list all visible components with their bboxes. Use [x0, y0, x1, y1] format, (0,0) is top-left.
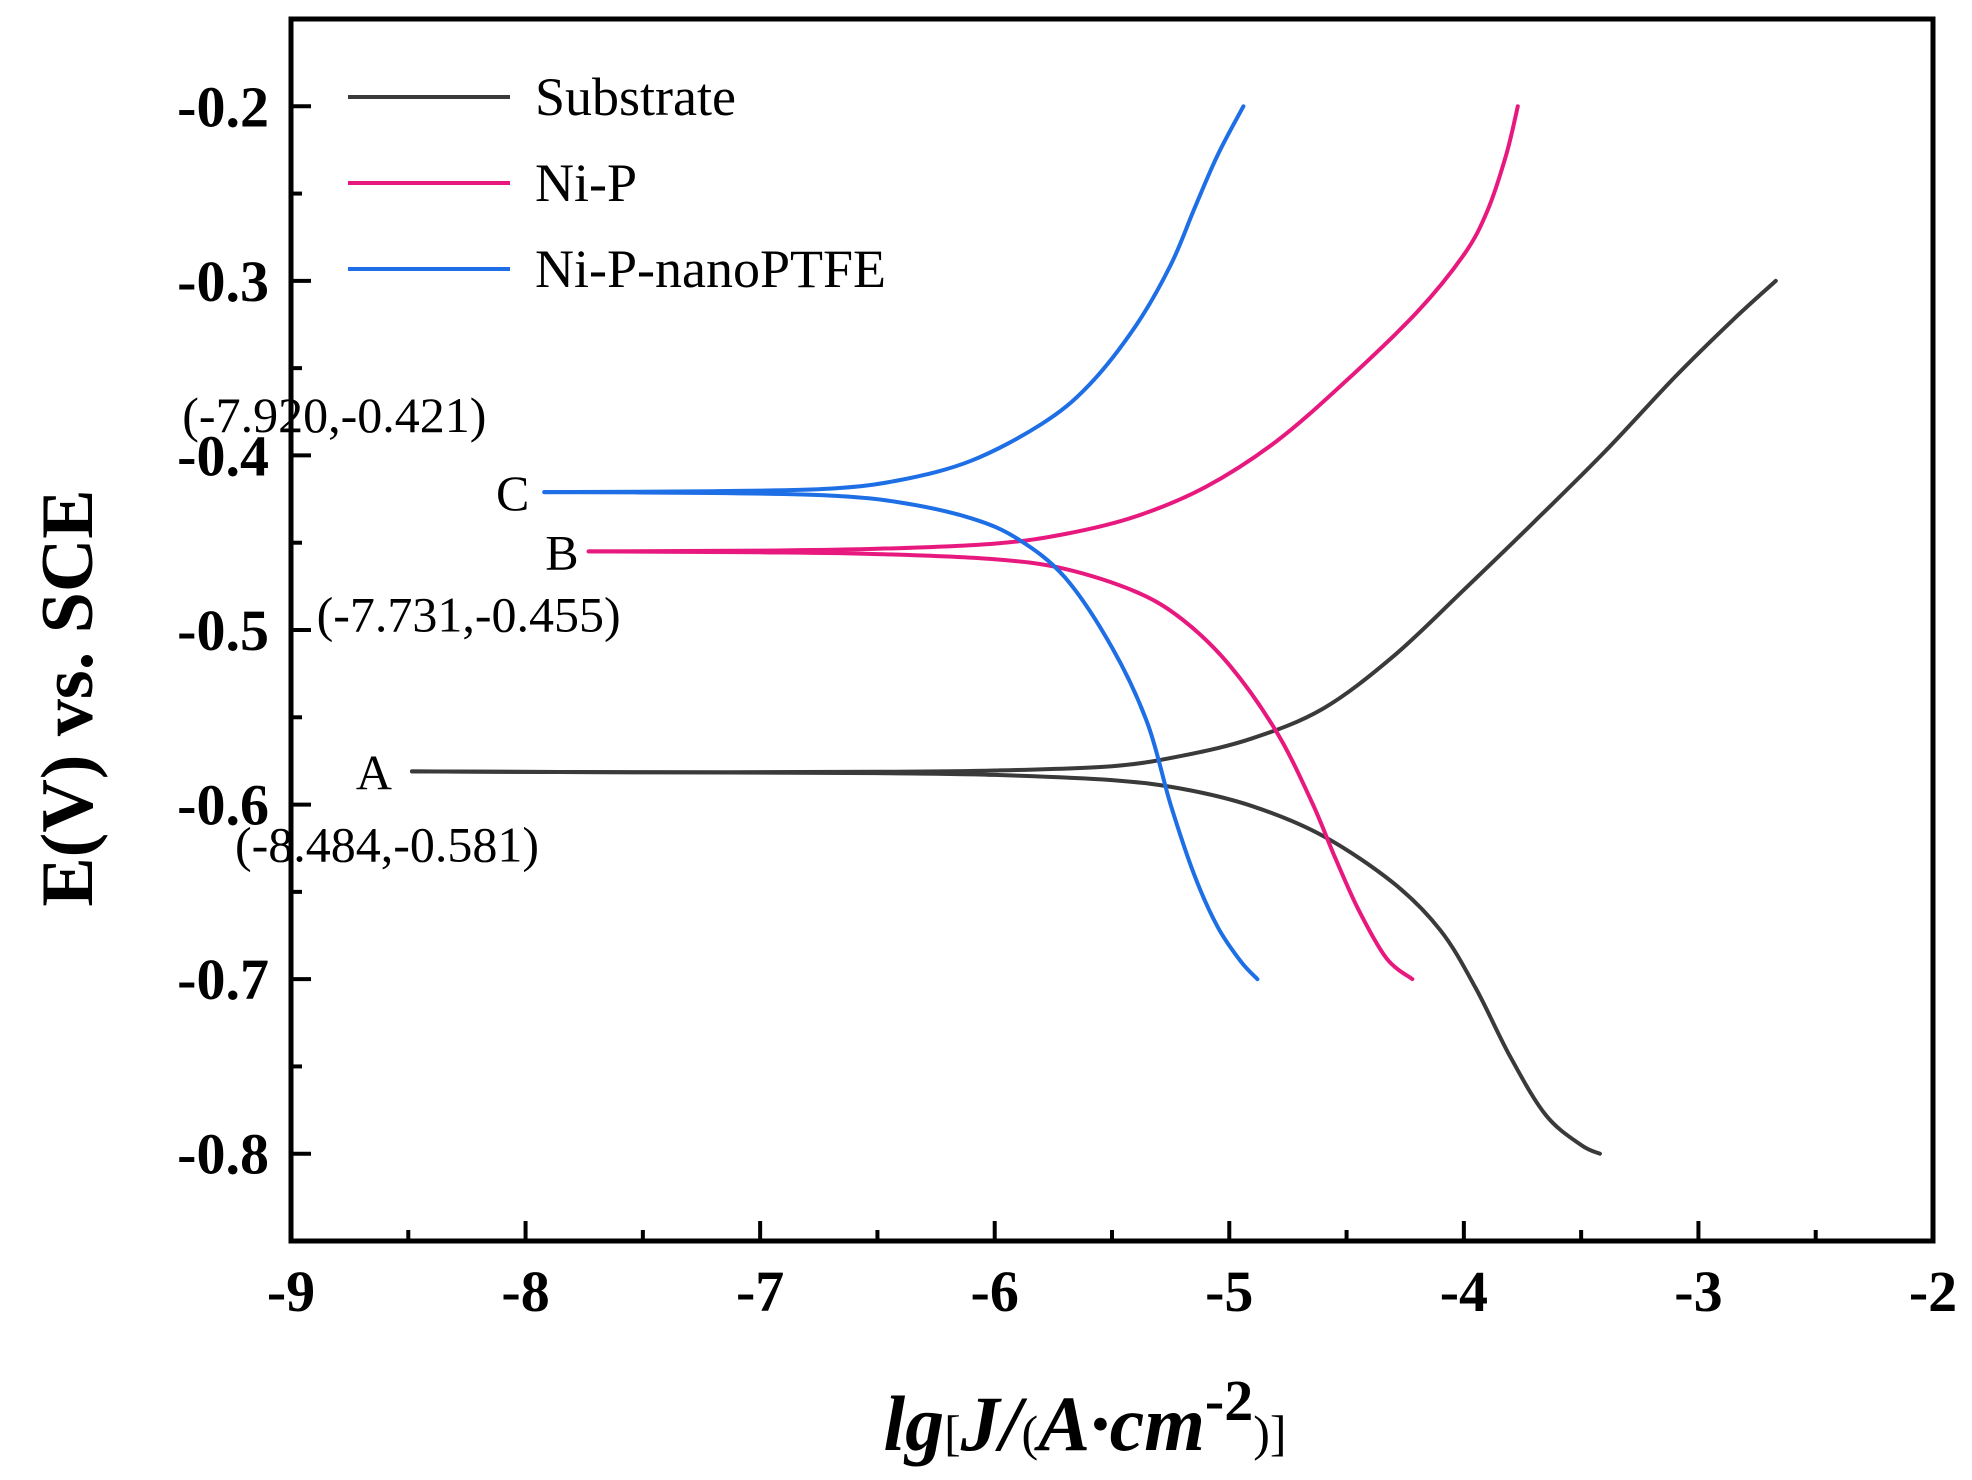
legend: Substrate Ni-P Ni-P-nanoPTFE: [348, 67, 886, 299]
legend-label-ni-p: Ni-P: [535, 153, 637, 213]
series-ni-p-anodic-line: [586, 104, 1520, 554]
x-axis-title-paren-close: ): [1253, 1405, 1270, 1461]
x-axis-title-bracket-open: [: [944, 1405, 961, 1461]
y-tick-label: -0.2: [177, 74, 269, 139]
x-tick-label: -4: [1440, 1259, 1488, 1324]
annotation-label-c: C: [496, 465, 529, 521]
x-axis-title-paren-open: (: [1021, 1405, 1038, 1461]
x-axis-title-bracket-close: ]: [1270, 1405, 1287, 1461]
x-tick-label: -6: [971, 1259, 1019, 1324]
y-tick-label: -0.4: [177, 423, 269, 488]
annotation-coords-c: (-7.920,-0.421): [182, 387, 486, 443]
x-axis-title-j: J: [960, 1380, 1003, 1467]
annotations: A (-8.484,-0.581) B (-7.731,-0.455) C(-7.920…: [182, 387, 620, 872]
x-axis-title: lg[J/(A·cm-2)]: [883, 1368, 1286, 1467]
legend-label-substrate: Substrate: [535, 67, 736, 127]
y-tick-label: -0.8: [177, 1122, 269, 1187]
annotation-label-a: A: [356, 744, 392, 800]
x-tick-label: -8: [501, 1259, 549, 1324]
x-axis-title-prefix: lg: [883, 1380, 944, 1467]
y-tick-label: -0.7: [177, 947, 269, 1012]
series-ni-p-nanoptfe-anodic-line: [542, 104, 1246, 495]
x-tick-label: -3: [1674, 1259, 1722, 1324]
x-tick-label: -9: [267, 1259, 315, 1324]
y-tick-label: -0.3: [177, 249, 269, 314]
series-ni-p-cathodic-line: [586, 549, 1415, 982]
annotation-label-b: B: [545, 524, 578, 580]
x-axis-title-exponent: -2: [1205, 1368, 1253, 1433]
y-tick-label: -0.6: [177, 773, 269, 838]
x-tick-label: -7: [736, 1259, 784, 1324]
annotation-coords-b: (-7.731,-0.455): [317, 586, 621, 642]
x-tick-label: -5: [1205, 1259, 1253, 1324]
curves: [410, 104, 1778, 1156]
y-axis-title: E(V) vs. SCE: [27, 489, 109, 906]
series-ni-p-nanoptfe-cathodic-line: [542, 490, 1260, 982]
y-tick-label: -0.5: [177, 598, 269, 663]
series-substrate-cathodic-line: [410, 769, 1602, 1156]
legend-label-ni-p-nanoptfe: Ni-P-nanoPTFE: [535, 239, 886, 299]
axes: -9 -8 -7 -6 -5 -4 -3 -2 -0.8 -0.7 -0.6 -0.5 -0.4 -0.3…: [177, 16, 1957, 1324]
annotation-coords-a: (-8.484,-0.581): [235, 816, 539, 872]
x-tick-label: -2: [1909, 1259, 1957, 1324]
x-axis-title-unit: A·cm: [1033, 1380, 1205, 1467]
